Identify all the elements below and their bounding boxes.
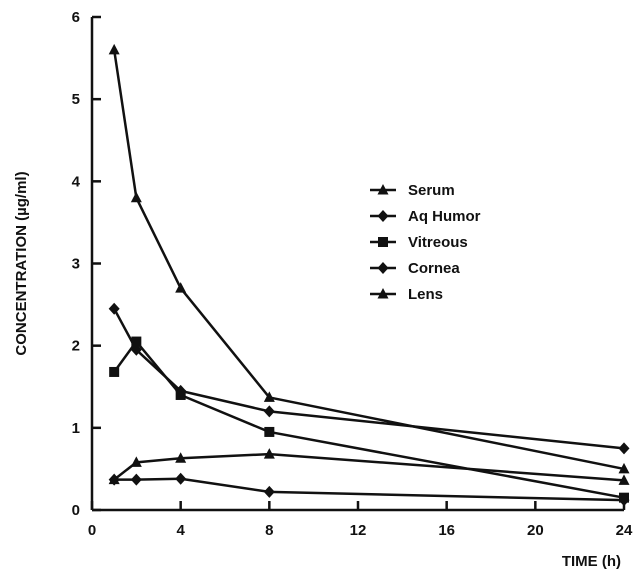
data-point-lens <box>618 474 630 485</box>
y-tick-label: 6 <box>72 9 80 26</box>
data-point-serum <box>108 43 120 55</box>
y-tick-label: 0 <box>72 502 80 519</box>
data-point-cornea <box>263 485 275 498</box>
legend-marker-aq-humor <box>377 210 389 222</box>
legend-marker-vitreous <box>378 237 388 247</box>
data-point-serum <box>618 462 630 474</box>
data-point-vitreous <box>131 336 142 347</box>
data-point-cornea <box>175 472 187 485</box>
legend-label-serum: Serum <box>408 182 455 199</box>
legend-marker-lens <box>377 288 389 299</box>
legend-label-lens: Lens <box>408 286 443 303</box>
y-tick-label: 1 <box>72 420 80 437</box>
legend-label-aq-humor: Aq Humor <box>408 208 481 225</box>
legend-label-cornea: Cornea <box>408 260 460 277</box>
series-line-cornea <box>114 477 625 502</box>
series-line-lens <box>113 452 625 482</box>
data-point-lens <box>108 473 120 485</box>
x-tick-label: 20 <box>527 522 544 539</box>
data-point-aq-humor <box>618 442 630 455</box>
data-point-serum <box>130 191 142 203</box>
data-point-vitreous <box>109 366 120 377</box>
data-point-serum <box>263 391 275 402</box>
data-point-cornea <box>618 494 630 507</box>
data-point-vitreous <box>264 426 275 437</box>
data-point-lens <box>130 456 142 467</box>
data-point-serum <box>175 282 187 293</box>
data-point-aq-humor <box>108 302 120 315</box>
y-axis-title: CONCENTRATION (µg/ml) <box>13 171 30 355</box>
data-point-lens <box>263 448 275 459</box>
data-point-vitreous <box>175 389 186 400</box>
legend-marker-serum <box>377 184 389 195</box>
y-tick-label: 3 <box>72 256 80 273</box>
legend-label-vitreous: Vitreous <box>408 234 468 251</box>
x-tick-label: 0 <box>88 522 96 539</box>
x-tick-label: 8 <box>265 522 273 539</box>
legend-marker-cornea <box>377 262 389 274</box>
data-point-cornea <box>130 473 142 486</box>
series-line-aq-humor <box>113 308 625 450</box>
x-axis-title: TIME (h) <box>562 553 621 570</box>
x-tick-label: 16 <box>438 522 455 539</box>
y-tick-label: 2 <box>72 338 80 355</box>
x-tick-label: 12 <box>350 522 367 539</box>
x-tick-label: 4 <box>176 522 185 539</box>
series-line-serum <box>112 49 625 471</box>
data-point-aq-humor <box>263 405 275 418</box>
y-tick-label: 5 <box>72 91 80 108</box>
data-point-lens <box>175 452 187 463</box>
y-tick-label: 4 <box>72 173 81 190</box>
x-tick-label: 24 <box>616 522 633 539</box>
